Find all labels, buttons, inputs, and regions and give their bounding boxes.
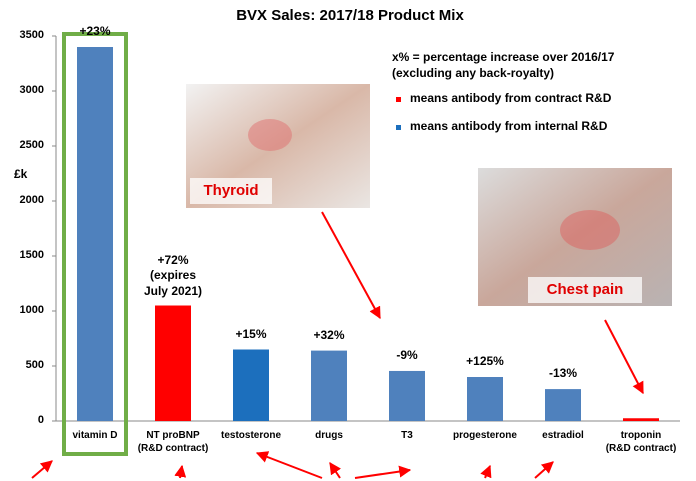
legend-swatch [396,125,401,130]
x-tick-label: progesterone [453,430,517,441]
bar [623,418,659,421]
note: x% = percentage increase over 2016/17 (e… [392,50,615,80]
y-tick-label: 3500 [19,29,44,41]
x-tick-label: troponin (R&D contract) [605,430,677,454]
plot [52,35,680,422]
highlight-box [62,32,128,456]
bar [77,47,113,421]
image-caption: Thyroid [203,182,259,199]
x-tick-label: drugs [315,430,343,441]
value-label: +15% [235,326,267,341]
y-tick-label: 2000 [19,194,44,206]
bar [233,349,269,421]
x-tick-label: estradiol [542,430,584,441]
photo-detail [560,210,620,250]
x-tick-label: testosterone [220,430,281,441]
y-tick-label: 2500 [19,139,44,151]
bar [311,350,347,421]
y-axis-label: £k [14,167,28,181]
x-tick-label: T3 [401,430,413,441]
value-label: +32% [313,327,345,342]
photo-detail [248,119,292,151]
y-tick-label: 1000 [19,304,44,316]
bar [389,370,425,421]
arrows [31,211,644,479]
legend-label: means antibody from internal R&D [410,119,608,133]
legend-label: means antibody from contract R&D [410,91,612,105]
chart-title: BVX Sales: 2017/18 Product Mix [236,7,464,24]
caption-box [528,277,642,303]
legend-swatch [396,97,401,102]
y-tick-label: 500 [25,359,44,371]
value-label: +72% (expires July 2021) [143,252,203,298]
value-label: +23% [79,24,111,38]
x-tick-label: vitamin D [72,430,118,441]
bar [155,305,191,421]
y-tick-label: 0 [37,414,44,426]
bar [467,377,503,421]
caption-box [190,178,272,204]
y-tick-label: 3000 [19,84,44,96]
image-caption: Chest pain [546,281,624,298]
x-tick-label: NT proBNP (R&D contract) [137,430,209,454]
value-label: -9% [396,347,418,362]
bar [545,389,581,421]
y-tick-label: 1500 [19,249,44,261]
value-label: -13% [548,366,577,381]
value-label: +125% [466,354,504,368]
